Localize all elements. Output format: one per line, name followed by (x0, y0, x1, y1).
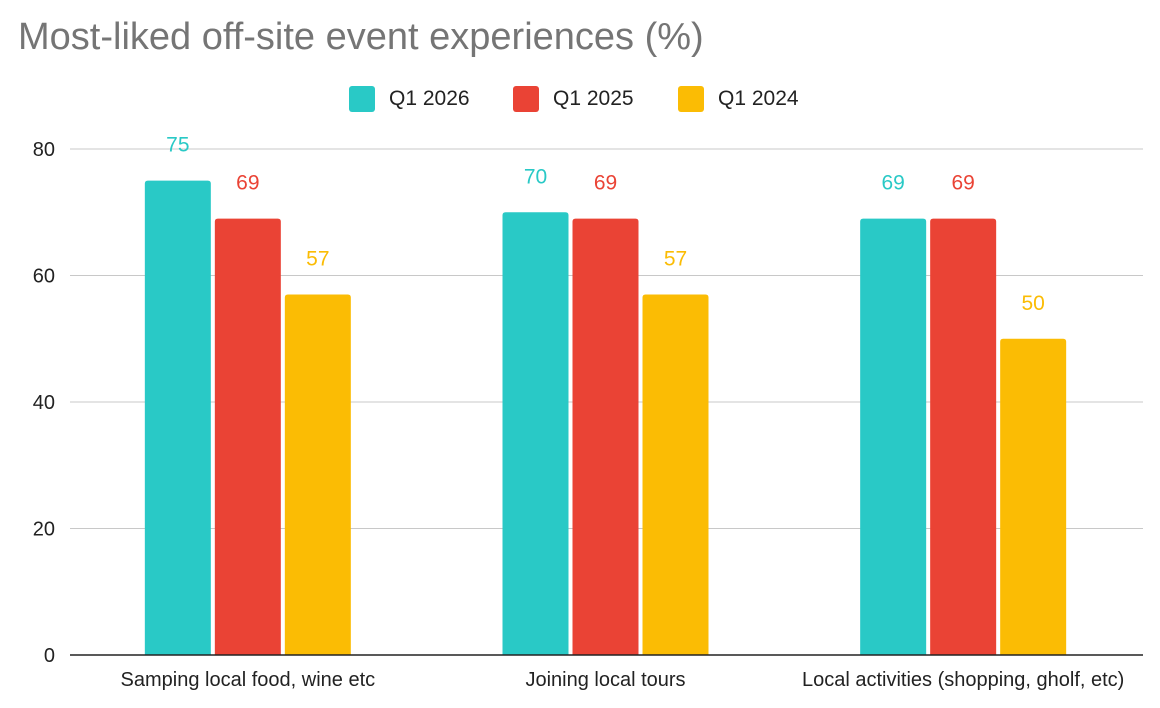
bar-2-1 (930, 218, 997, 655)
data-label-0-2: 57 (306, 247, 329, 270)
bar-0-1 (214, 218, 281, 655)
bar-2-0 (860, 218, 927, 655)
y-tick-label-60: 60 (33, 266, 55, 288)
legend-swatch-q1-2024 (678, 86, 704, 112)
legend-item-q1-2025: Q1 2025 (513, 86, 634, 112)
data-label-2-2: 50 (1021, 292, 1044, 315)
legend-label-q1-2026: Q1 2026 (389, 87, 470, 110)
data-label-0-0: 75 (166, 134, 189, 157)
x-tick-label-1: Joining local tours (525, 669, 685, 691)
data-label-1-1: 69 (594, 172, 617, 195)
bar-1-1 (572, 218, 639, 655)
x-tick-label-2: Local activities (shopping, gholf, etc) (802, 669, 1124, 691)
bar-1-0 (502, 212, 569, 655)
bar-2-2 (1000, 338, 1067, 655)
legend-item-q1-2024: Q1 2024 (678, 86, 799, 112)
data-label-2-1: 69 (951, 172, 974, 195)
legend: Q1 2026 Q1 2025 Q1 2024 (0, 86, 1160, 114)
data-label-0-1: 69 (236, 172, 259, 195)
data-label-1-0: 70 (524, 165, 547, 188)
chart-title: Most-liked off-site event experiences (%… (18, 16, 704, 58)
legend-swatch-q1-2025 (513, 86, 539, 112)
bar-0-0 (144, 180, 211, 655)
bar-1-2 (642, 294, 709, 655)
legend-label-q1-2024: Q1 2024 (718, 87, 799, 110)
data-label-1-2: 57 (664, 247, 687, 270)
y-tick-label-20: 20 (33, 519, 55, 541)
y-tick-label-80: 80 (33, 139, 55, 161)
legend-swatch-q1-2026 (349, 86, 375, 112)
y-tick-label-40: 40 (33, 392, 55, 414)
legend-item-q1-2026: Q1 2026 (349, 86, 470, 112)
y-tick-label-0: 0 (44, 645, 55, 667)
bar-0-2 (284, 294, 351, 655)
x-tick-label-0: Samping local food, wine etc (121, 669, 376, 691)
data-label-2-0: 69 (881, 172, 904, 195)
legend-label-q1-2025: Q1 2025 (553, 87, 634, 110)
